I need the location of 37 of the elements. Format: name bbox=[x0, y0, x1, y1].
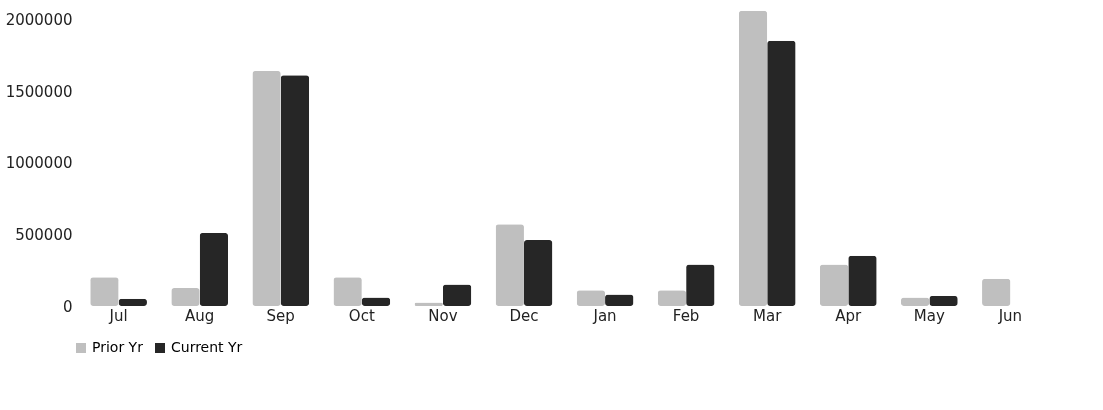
bar bbox=[333, 277, 362, 306]
x-tick-label: Jun bbox=[997, 306, 1023, 325]
bar bbox=[576, 290, 606, 306]
bar bbox=[280, 75, 310, 306]
x-tick-label: Dec bbox=[509, 306, 539, 325]
bar bbox=[819, 264, 849, 306]
legend-label: Current Yr bbox=[171, 339, 243, 355]
bar bbox=[199, 232, 229, 306]
x-tick-label: Mar bbox=[753, 306, 783, 325]
legend-label: Prior Yr bbox=[92, 339, 144, 355]
x-tick-label: Jan bbox=[592, 306, 617, 325]
x-tick-label: May bbox=[913, 306, 945, 325]
y-tick-label: 1000000 bbox=[5, 154, 73, 173]
x-tick-label: Jul bbox=[108, 306, 128, 325]
bar bbox=[523, 240, 553, 306]
x-tick-label: Sep bbox=[266, 306, 295, 325]
bar bbox=[442, 284, 472, 306]
x-tick-label: Oct bbox=[348, 306, 375, 325]
y-tick-label: 0 bbox=[62, 297, 73, 316]
y-tick-label: 1500000 bbox=[5, 82, 73, 101]
bar bbox=[171, 288, 200, 306]
bar bbox=[686, 264, 715, 306]
x-tick-label: Aug bbox=[185, 306, 215, 325]
bar bbox=[657, 290, 687, 306]
bar bbox=[90, 277, 119, 306]
x-tick-label: Feb bbox=[672, 306, 700, 325]
bar bbox=[738, 10, 768, 306]
bar bbox=[767, 40, 796, 306]
x-tick-label: Nov bbox=[428, 306, 458, 325]
x-tick-label: Apr bbox=[835, 306, 863, 325]
bar bbox=[848, 255, 877, 306]
bar bbox=[495, 224, 524, 306]
bar bbox=[982, 278, 1011, 306]
y-tick-label: 500000 bbox=[15, 225, 73, 244]
y-tick-label: 2000000 bbox=[5, 10, 73, 29]
bar bbox=[929, 295, 958, 306]
bar bbox=[252, 70, 281, 306]
